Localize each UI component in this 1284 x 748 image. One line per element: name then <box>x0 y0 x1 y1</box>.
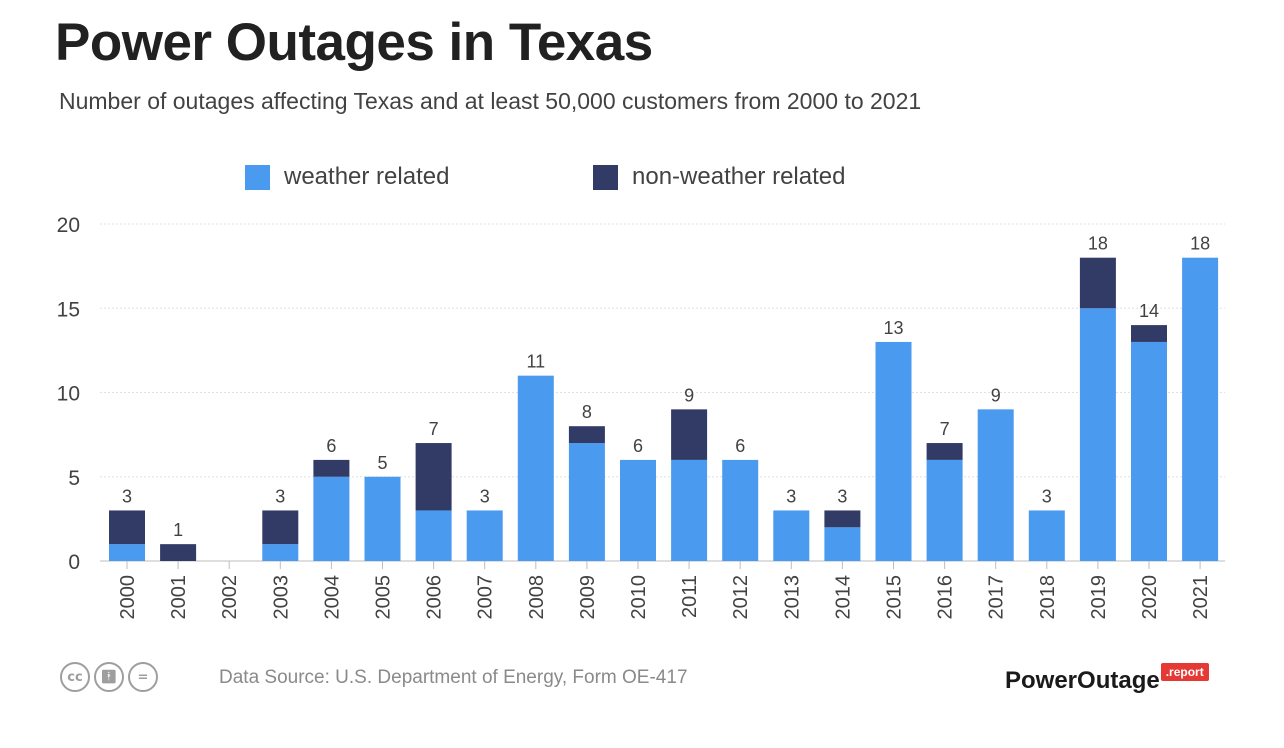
brand-name: PowerOutage <box>1005 667 1160 694</box>
bar-weather <box>109 544 145 561</box>
legend-swatch-non-weather <box>593 164 618 190</box>
bar-weather <box>1131 341 1167 561</box>
x-tick-label: 2006 <box>424 575 446 620</box>
x-tick-label: 2000 <box>117 575 139 620</box>
y-tick-label: 0 <box>68 551 80 574</box>
data-label: 9 <box>684 385 694 405</box>
x-tick-label: 2009 <box>577 575 599 620</box>
data-label: 18 <box>1088 234 1108 254</box>
bar-non-weather <box>160 544 197 561</box>
data-source: Data Source: U.S. Department of Energy, … <box>219 667 688 688</box>
data-label: 7 <box>940 419 950 439</box>
data-label: 11 <box>526 352 545 372</box>
x-tick-label: 2001 <box>168 575 190 620</box>
data-label: 1 <box>173 520 183 540</box>
bar-weather <box>773 510 810 561</box>
bar-non-weather <box>109 510 145 545</box>
y-tick-label: 15 <box>57 298 80 321</box>
data-label: 13 <box>883 318 903 338</box>
brand-logo: PowerOutage .report <box>1005 663 1209 695</box>
data-label: 3 <box>837 486 847 506</box>
bar-non-weather <box>824 510 861 528</box>
bar-weather <box>926 459 963 561</box>
y-tick-label: 5 <box>68 467 80 490</box>
bar-non-weather <box>568 426 605 444</box>
by-icon: 🚹︎ <box>94 662 124 692</box>
x-tick-label: 2008 <box>526 575 548 620</box>
data-label: 3 <box>480 486 490 506</box>
bar-non-weather <box>1131 325 1167 342</box>
bar-non-weather <box>262 510 299 545</box>
data-label: 6 <box>326 436 336 456</box>
legend-label-non-weather: non-weather related <box>632 163 846 190</box>
x-tick-label: 2002 <box>219 575 241 620</box>
x-tick-label: 2017 <box>986 575 1008 620</box>
bar-weather <box>1182 257 1219 561</box>
bar-non-weather <box>671 409 708 460</box>
bar-chart: 0 5 10 15 20 3 2000 1 2001 2002 3 2003 6 2004 5 2005 7 20… <box>57 214 1225 620</box>
bar-weather <box>466 510 503 561</box>
x-tick-label: 2020 <box>1139 575 1161 620</box>
x-tick-label: 2018 <box>1037 575 1059 620</box>
x-tick-label: 2013 <box>781 575 803 620</box>
license-icons: cc 🚹︎ = <box>60 662 158 692</box>
chart-title: Power Outages in Texas <box>55 13 653 72</box>
data-label: 3 <box>122 486 132 506</box>
bar-weather <box>1028 510 1065 561</box>
bar-weather <box>313 476 350 561</box>
brand-tag: .report <box>1160 663 1209 681</box>
bar-non-weather <box>415 443 452 511</box>
data-label: 8 <box>582 402 592 422</box>
x-tick-label: 2010 <box>628 575 650 620</box>
bar-non-weather <box>1079 257 1116 309</box>
x-tick-label: 2015 <box>884 575 906 620</box>
x-tick-label: 2003 <box>270 575 292 620</box>
bar-weather <box>364 476 401 561</box>
bar-non-weather <box>313 459 350 477</box>
x-tick-label: 2007 <box>475 575 497 620</box>
x-tick-label: 2004 <box>321 575 343 620</box>
x-tick-label: 2016 <box>935 575 957 620</box>
nd-icon: = <box>128 662 158 692</box>
chart-subtitle: Number of outages affecting Texas and at… <box>59 88 922 114</box>
bar-weather <box>620 459 656 561</box>
bar-weather <box>875 341 912 561</box>
x-tick-label: 2021 <box>1190 575 1212 620</box>
bar-weather <box>517 375 554 561</box>
legend-label-weather: weather related <box>284 163 450 190</box>
data-label: 3 <box>786 486 796 506</box>
x-tick-label: 2019 <box>1088 575 1110 620</box>
x-tick-label: 2011 <box>679 575 701 618</box>
data-label: 5 <box>377 453 387 473</box>
data-label: 7 <box>429 419 439 439</box>
bar-non-weather <box>926 443 963 460</box>
bar-weather <box>977 409 1014 561</box>
data-label: 6 <box>735 436 745 456</box>
legend-item-non-weather: non-weather related <box>593 162 845 192</box>
legend-swatch-weather <box>245 164 270 190</box>
cc-icon: cc <box>60 662 90 692</box>
bar-weather <box>568 443 605 561</box>
data-label: 3 <box>275 486 285 506</box>
data-label: 6 <box>633 436 643 456</box>
legend-item-weather: weather related <box>245 162 449 192</box>
y-tick-label: 20 <box>57 214 80 237</box>
data-label: 9 <box>991 385 1001 405</box>
bar-weather <box>262 544 299 561</box>
data-label: 18 <box>1190 234 1210 254</box>
data-label: 14 <box>1139 301 1159 321</box>
y-tick-label: 10 <box>57 383 80 406</box>
x-tick-label: 2005 <box>373 575 395 620</box>
bar-weather <box>671 459 708 561</box>
x-tick-label: 2014 <box>832 575 854 620</box>
data-label: 3 <box>1042 486 1052 506</box>
bar-weather <box>824 527 861 561</box>
bar-weather <box>1079 308 1116 561</box>
x-tick-label: 2012 <box>730 575 752 620</box>
bar-weather <box>415 510 452 561</box>
bar-weather <box>722 459 759 561</box>
